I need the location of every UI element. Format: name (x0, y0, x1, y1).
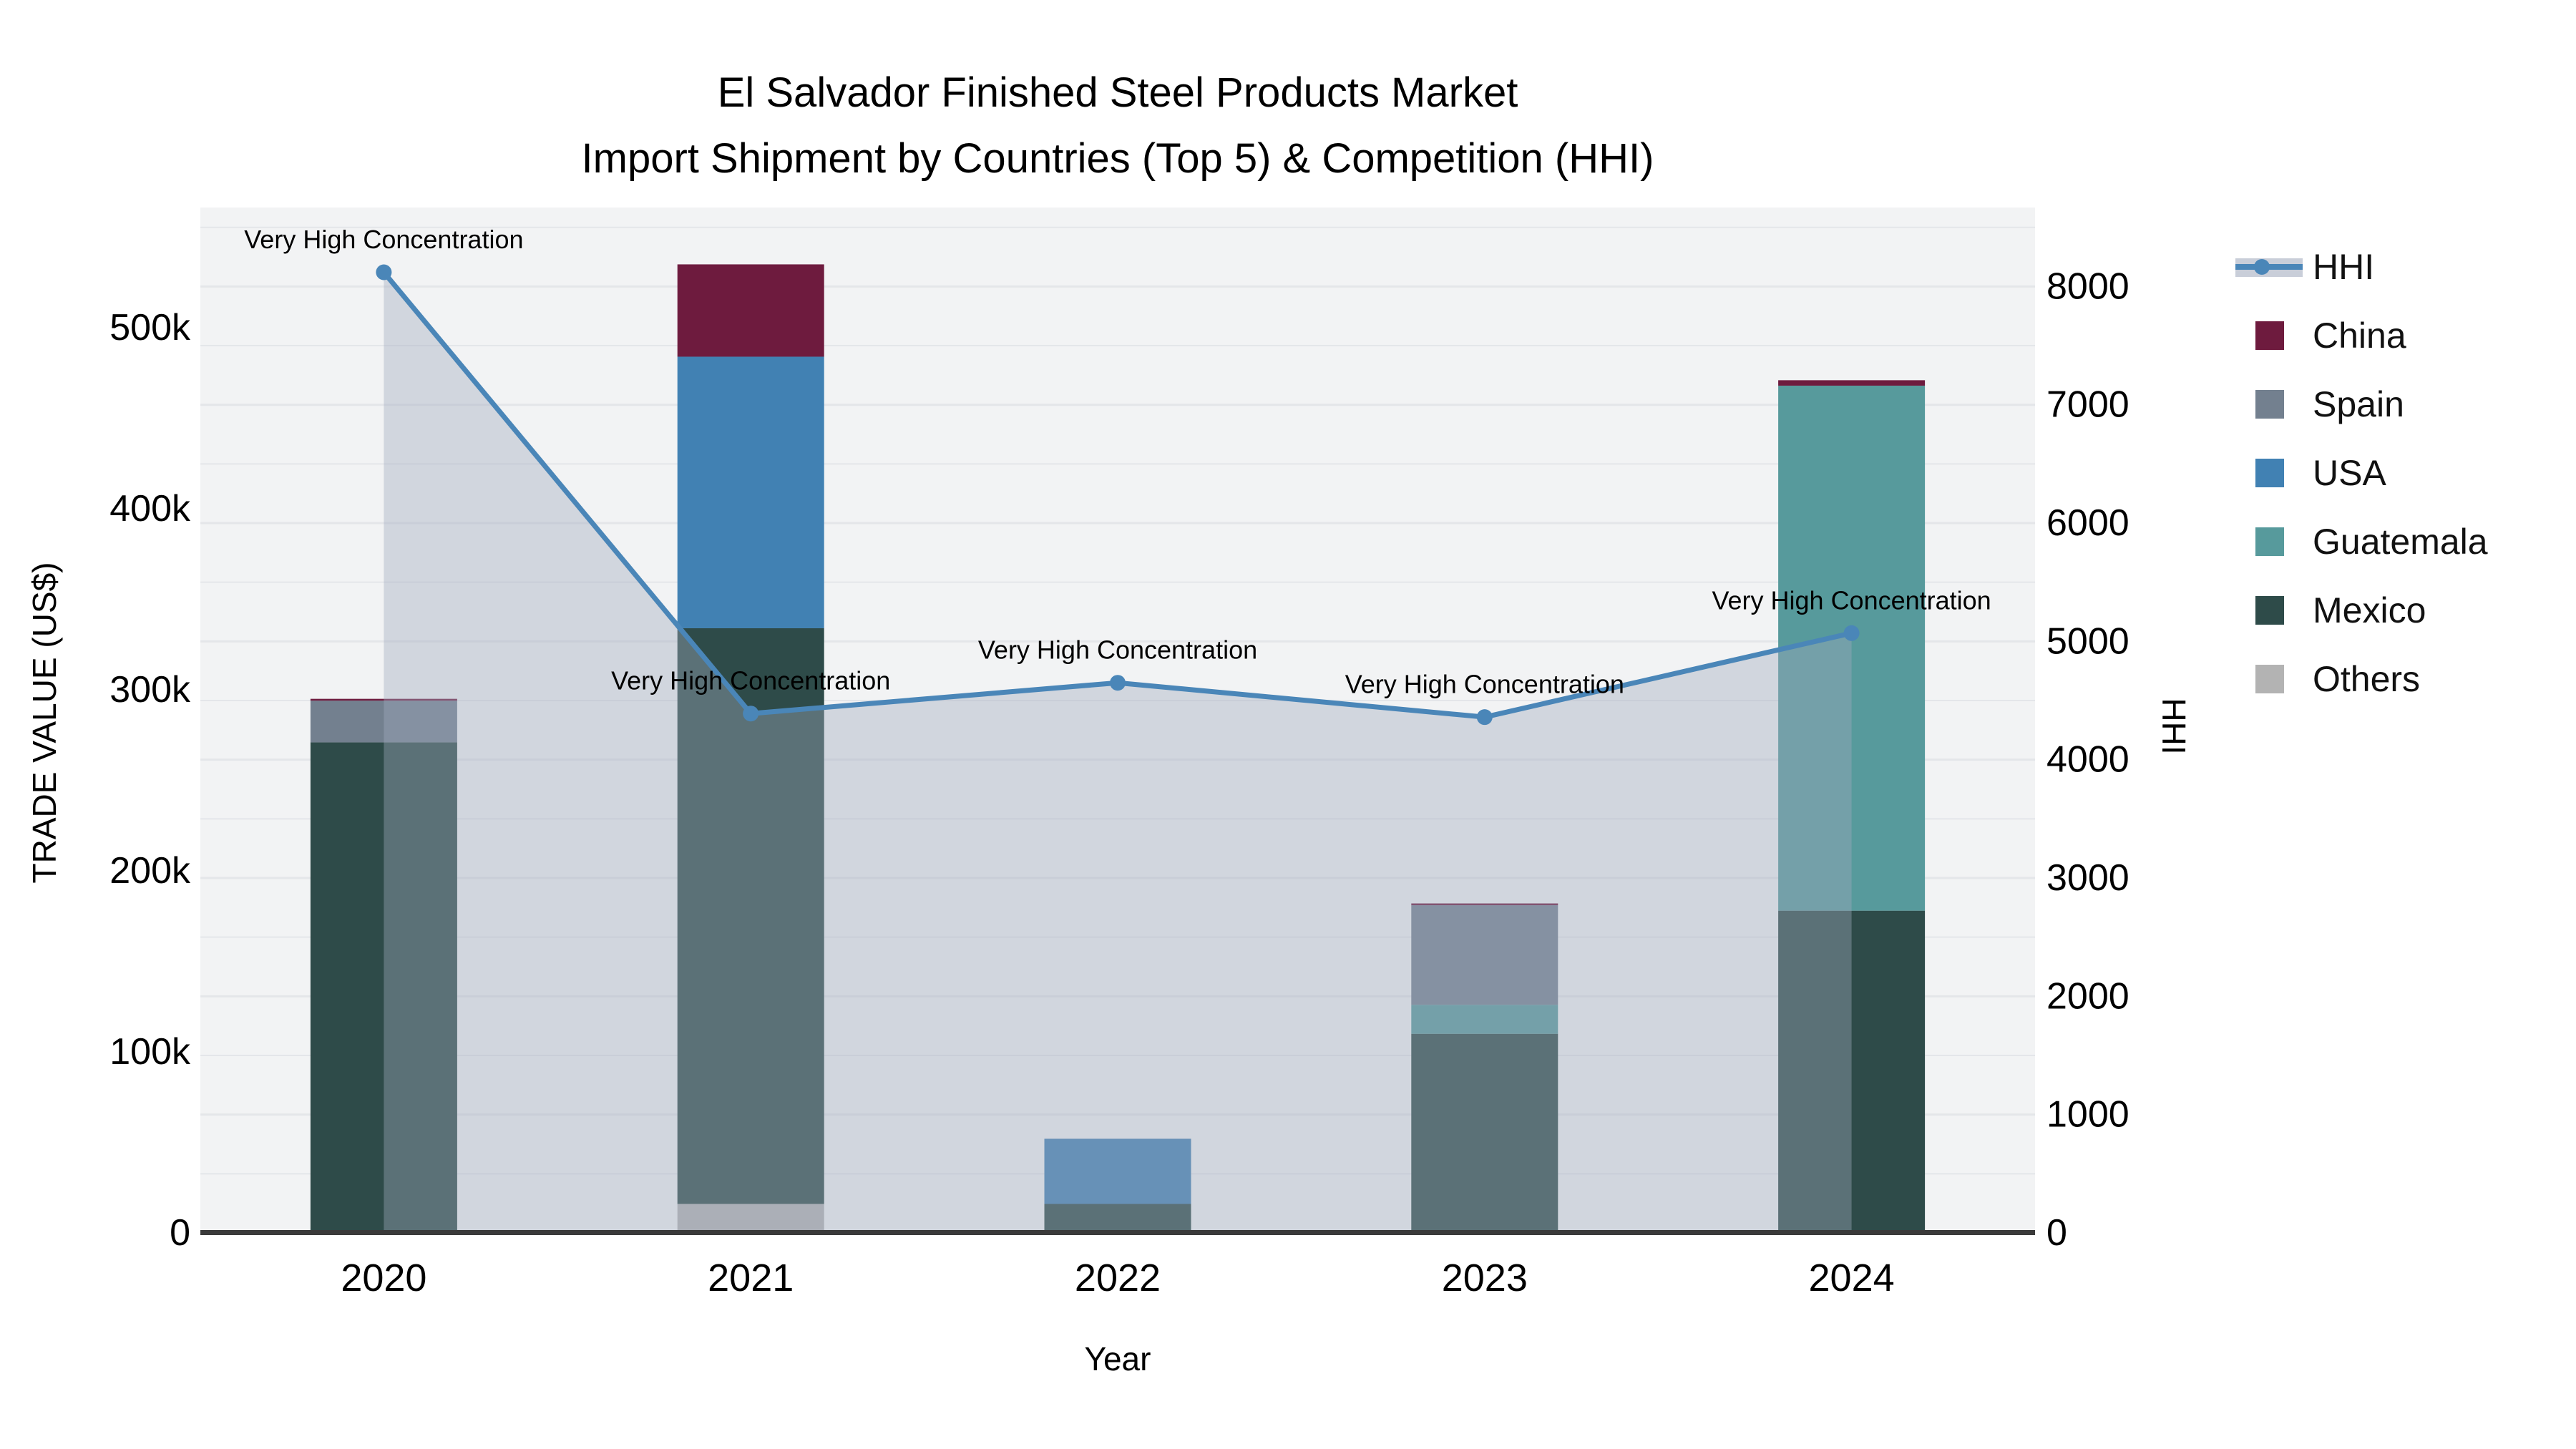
bar-2022-usa[interactable] (1044, 1138, 1191, 1204)
page-title: El Salvador Finished Steel Products Mark… (717, 69, 1518, 116)
swatch-others (2255, 665, 2284, 693)
legend-label-mexico: Mexico (2313, 590, 2426, 630)
bar-2024-guatemala[interactable] (1778, 385, 1926, 911)
legend: HHI China Spain USA Guatemala Mexico Others (2235, 233, 2488, 713)
bar-2022-mexico[interactable] (1044, 1204, 1191, 1233)
legend-label-hhi: HHI (2313, 247, 2375, 287)
swatch-usa (2255, 459, 2284, 487)
right-axis-title: HHI (2155, 698, 2192, 755)
legend-item-spain[interactable]: Spain (2235, 370, 2488, 439)
hhi-marker-2020[interactable] (376, 264, 392, 280)
bar-2023-china[interactable] (1411, 903, 1558, 906)
legend-label-china: China (2313, 316, 2406, 356)
legend-item-hhi[interactable]: HHI (2235, 233, 2488, 301)
x-tick-2023: 2023 (1442, 1257, 1528, 1299)
hhi-marker-2023[interactable] (1476, 709, 1493, 726)
bar-2021-mexico[interactable] (677, 628, 824, 1204)
color-swatch-icon (2235, 507, 2303, 576)
bar-2021-china[interactable] (677, 264, 824, 357)
hhi-marker-2024[interactable] (1843, 625, 1860, 641)
bar-2021-others[interactable] (677, 1204, 824, 1233)
bar-2021-usa[interactable] (677, 356, 824, 628)
bar-2023-spain[interactable] (1411, 905, 1558, 1005)
annotation-2022: Very High Concentration (978, 635, 1257, 665)
legend-item-guatemala[interactable]: Guatemala (2235, 507, 2488, 576)
color-swatch-icon (2235, 370, 2303, 439)
right-tick-3000: 3000 (2046, 857, 2129, 899)
x-tick-2020: 2020 (341, 1257, 426, 1299)
legend-label-guatemala: Guatemala (2313, 522, 2488, 562)
swatch-mexico (2255, 596, 2284, 625)
hhi-marker-2022[interactable] (1110, 675, 1126, 691)
hhi-marker-2021[interactable] (743, 706, 759, 722)
right-tick-7000: 7000 (2046, 384, 2129, 426)
right-tick-2000: 2000 (2046, 975, 2129, 1017)
right-tick-8000: 8000 (2046, 265, 2129, 307)
legend-item-others[interactable]: Others (2235, 645, 2488, 713)
right-tick-1000: 1000 (2046, 1094, 2129, 1136)
annotation-2024: Very High Concentration (1712, 585, 1991, 615)
bar-2024-china[interactable] (1778, 380, 1926, 386)
left-axis-title: TRADE VALUE (US$) (26, 562, 63, 884)
bar-2020-china[interactable] (310, 698, 457, 701)
x-axis-title: Year (1084, 1340, 1151, 1377)
color-swatch-icon (2235, 645, 2303, 713)
swatch-guatemala (2255, 527, 2284, 556)
left-tick-500k: 500k (109, 307, 191, 348)
hhi-line-icon (2235, 233, 2303, 301)
legend-label-spain: Spain (2313, 384, 2404, 424)
x-tick-2024: 2024 (1809, 1257, 1895, 1299)
plot-background (200, 208, 2035, 1233)
bar-2020-mexico[interactable] (310, 742, 457, 1233)
annotation-2020: Very High Concentration (244, 225, 523, 254)
x-axis-baseline (200, 1230, 2035, 1235)
chart-title-block: El Salvador Finished Steel Products Mark… (200, 60, 2035, 192)
legend-item-usa[interactable]: USA (2235, 439, 2488, 507)
left-tick-100k: 100k (109, 1031, 191, 1073)
right-tick-6000: 6000 (2046, 502, 2129, 544)
page-subtitle: Import Shipment by Countries (Top 5) & C… (581, 135, 1654, 182)
right-tick-4000: 4000 (2046, 739, 2129, 781)
bar-2024-mexico[interactable] (1778, 910, 1926, 1233)
legend-dot (2254, 259, 2270, 275)
left-tick-0: 0 (170, 1212, 190, 1254)
hhi-area-fill (384, 272, 1852, 1233)
left-tick-200k: 200k (109, 850, 191, 892)
bar-2023-guatemala[interactable] (1411, 1005, 1558, 1034)
annotation-2021: Very High Concentration (611, 666, 890, 696)
right-tick-5000: 5000 (2046, 620, 2129, 662)
bar-2023-mexico[interactable] (1411, 1033, 1558, 1233)
x-tick-2022: 2022 (1075, 1257, 1161, 1299)
annotation-2023: Very High Concentration (1345, 670, 1624, 699)
color-swatch-icon (2235, 576, 2303, 645)
swatch-china (2255, 321, 2284, 350)
legend-label-others: Others (2313, 659, 2421, 699)
bar-2020-spain[interactable] (310, 701, 457, 743)
color-swatch-icon (2235, 439, 2303, 507)
right-tick-0: 0 (2046, 1212, 2067, 1254)
left-tick-400k: 400k (109, 488, 191, 530)
left-tick-300k: 300k (109, 669, 191, 711)
color-swatch-icon (2235, 301, 2303, 370)
legend-item-china[interactable]: China (2235, 301, 2488, 370)
swatch-spain (2255, 390, 2284, 419)
legend-label-usa: USA (2313, 453, 2386, 493)
x-tick-2021: 2021 (708, 1257, 794, 1299)
legend-item-mexico[interactable]: Mexico (2235, 576, 2488, 645)
